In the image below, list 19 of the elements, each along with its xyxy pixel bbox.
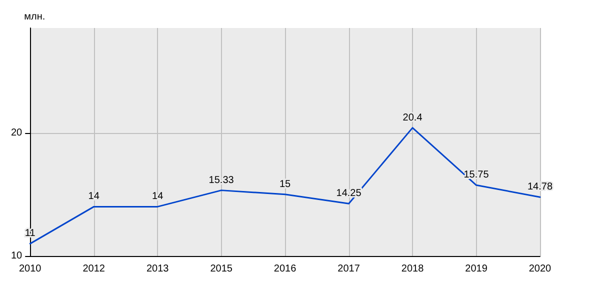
x-tick-label: 2010 (19, 264, 42, 274)
data-label: 14.78 (527, 182, 553, 193)
x-tick-label: 2019 (465, 264, 488, 274)
data-label: 14 (88, 191, 100, 202)
x-tick-label: 2017 (338, 264, 360, 274)
data-label: 15.75 (464, 170, 490, 181)
x-tick-label: 2020 (528, 264, 552, 274)
data-label: 20.4 (402, 112, 423, 124)
x-tick-label: 2012 (82, 264, 106, 274)
y-tick-label: 10 (11, 250, 23, 262)
x-tick-label: 2018 (401, 264, 424, 274)
x-tick-label: 2016 (274, 264, 297, 274)
y-axis-title: млн. (24, 12, 46, 22)
x-tick-label: 2015 (210, 264, 233, 274)
x-tick-label: 2013 (146, 264, 170, 274)
data-label: 15 (280, 178, 292, 190)
data-label: 15.33 (208, 174, 234, 186)
data-label: 14 (152, 191, 164, 202)
y-tick-label: 20 (11, 127, 23, 138)
